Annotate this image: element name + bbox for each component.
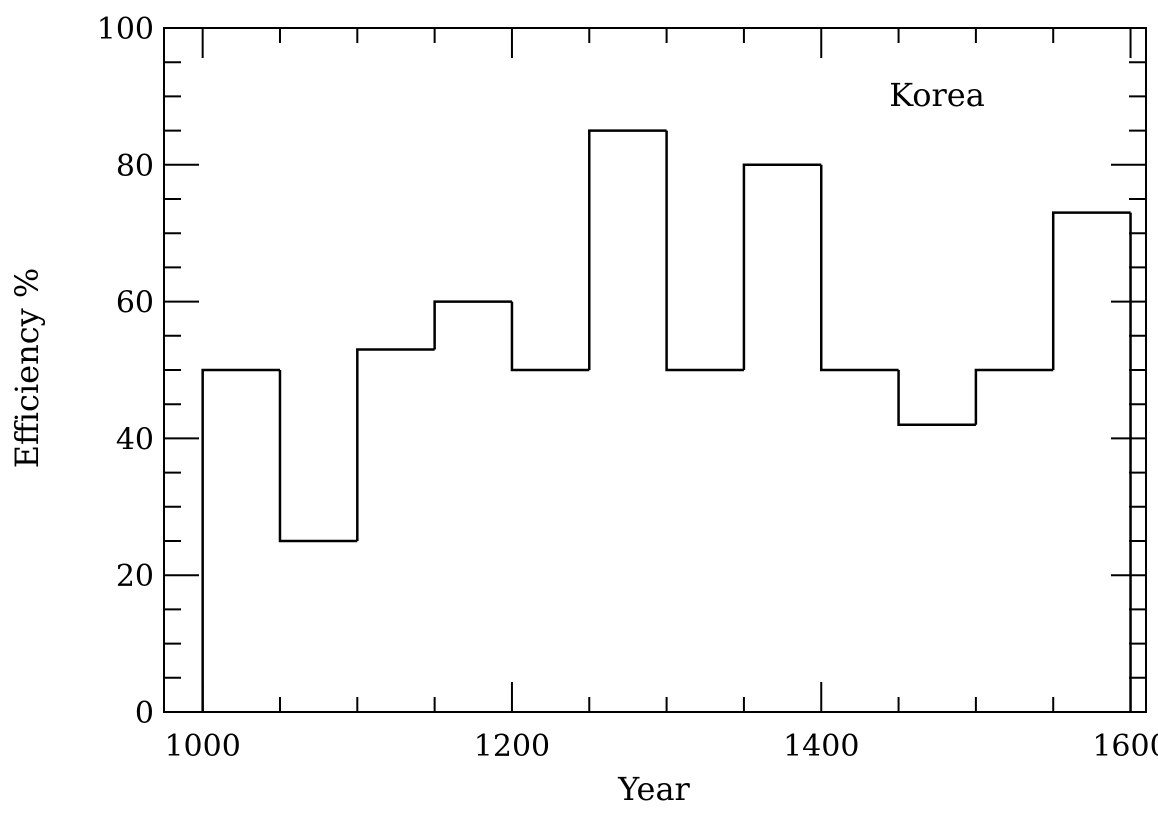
label-layer: Efficiency % Year Korea 1000 1200 1400 160 0… — [8, 12, 1158, 808]
histogram-bin — [1051, 211, 1131, 370]
y-tick-label: 40 — [116, 422, 154, 457]
y-tick-label: 20 — [116, 559, 154, 594]
histogram-bin — [433, 300, 512, 350]
chart-annotation-korea: Korea — [889, 76, 985, 114]
y-tick-label: 80 — [116, 149, 154, 184]
x-axis-title: Year — [617, 770, 690, 808]
series-layer — [201, 129, 1132, 712]
histogram-bin — [356, 348, 435, 541]
y-axis-title: Efficiency % — [8, 268, 46, 469]
histogram-bin — [278, 370, 358, 543]
histogram-bin — [819, 164, 899, 372]
y-tick-label: 100 — [97, 12, 154, 47]
histogram-bin — [742, 163, 822, 370]
histogram-bin — [974, 368, 1054, 425]
histogram-bin — [665, 130, 744, 372]
histogram-bin — [510, 301, 590, 372]
x-tick-label: 1200 — [474, 729, 550, 764]
tick-layer — [164, 27, 1146, 713]
histogram-bin — [897, 370, 976, 426]
x-tick-label: 1000 — [164, 729, 240, 764]
histogram-bin — [588, 129, 667, 370]
x-tick-label: 1400 — [783, 729, 859, 764]
histogram-bin — [201, 368, 280, 712]
y-tick-label: 60 — [116, 286, 154, 321]
y-tick-label: 0 — [135, 696, 154, 731]
